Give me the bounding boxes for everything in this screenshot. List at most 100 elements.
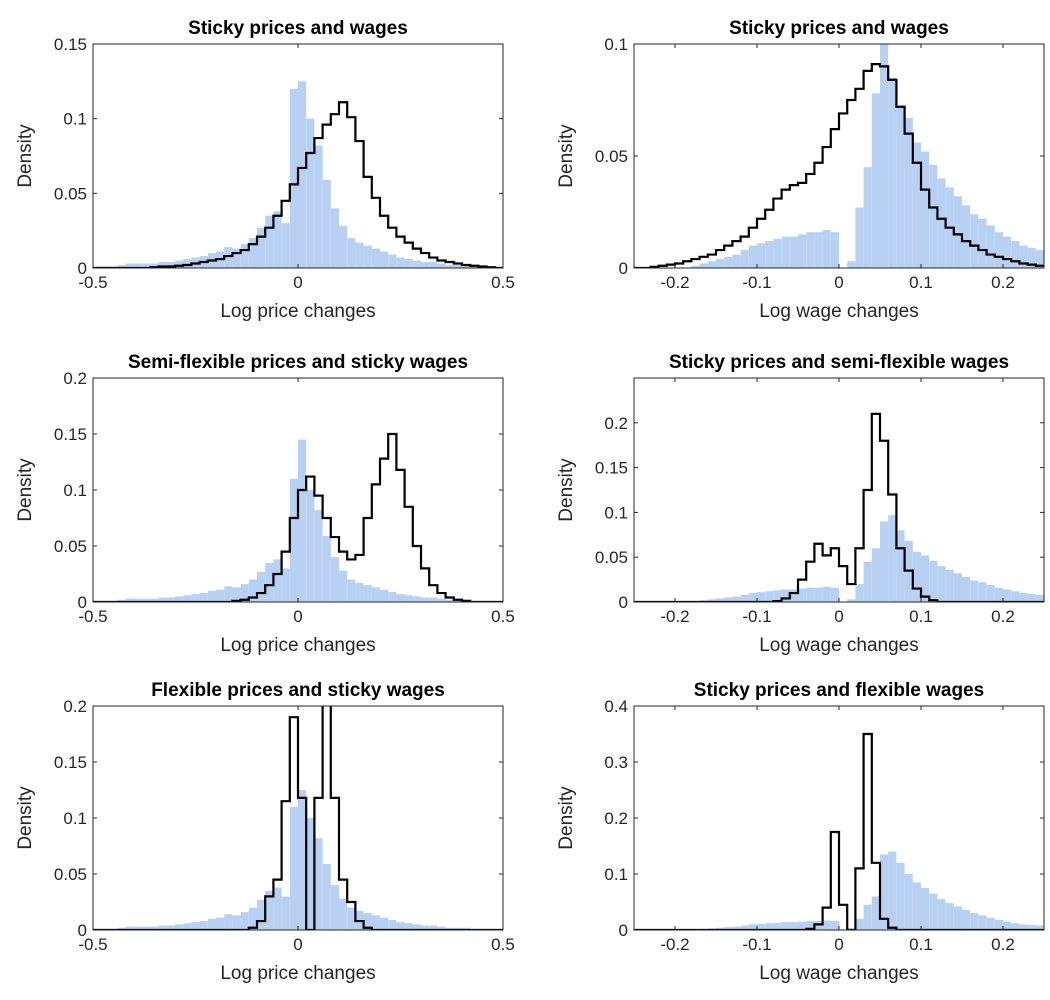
- histogram-bar: [855, 207, 864, 268]
- histogram-bar: [453, 927, 462, 930]
- y-tick-label: 0: [78, 921, 87, 940]
- histogram-bar: [888, 77, 897, 268]
- histogram-bar: [1027, 593, 1036, 602]
- histogram-bar: [265, 215, 274, 268]
- histogram-bar: [421, 597, 430, 602]
- histogram-bar: [970, 580, 979, 602]
- histogram-bar: [281, 896, 290, 930]
- histogram-bar: [724, 256, 733, 268]
- histogram-bar: [240, 244, 249, 268]
- histogram-bar: [462, 927, 471, 930]
- histogram-bar: [183, 259, 192, 268]
- y-tick-label: 0.2: [63, 697, 87, 716]
- histogram-bar: [339, 570, 348, 602]
- histogram-bar: [822, 586, 831, 602]
- histogram-bar: [1027, 924, 1036, 930]
- histogram-bar: [707, 599, 716, 602]
- histogram-bar: [970, 214, 979, 268]
- histogram-bar: [830, 232, 839, 268]
- histogram-bar: [429, 262, 438, 268]
- histogram-bar: [363, 245, 372, 268]
- histogram-bar: [470, 266, 479, 268]
- histogram-bar: [339, 898, 348, 930]
- y-tick-label: 0.2: [604, 809, 628, 828]
- x-tick-label: 0.2: [991, 273, 1015, 292]
- histogram-bar: [207, 918, 216, 930]
- chart-title: Semi-flexible prices and sticky wages: [128, 352, 468, 373]
- histogram-bar: [970, 913, 979, 930]
- histogram-bar: [412, 260, 421, 268]
- histogram-bar: [798, 921, 807, 930]
- axes-box: [633, 377, 1045, 603]
- histogram-bar: [962, 909, 971, 930]
- y-tick-label: 0.15: [54, 753, 87, 772]
- chart-panel-2: -0.2 -0.1 0 0.1 0.2 0 0.05 0.1 Sticky prices and…: [556, 18, 1045, 322]
- x-tick-label: -0.5: [78, 273, 107, 292]
- histogram-bar: [330, 885, 339, 930]
- y-tick-label: 0.1: [63, 481, 87, 500]
- histogram-bar: [445, 599, 454, 602]
- x-tick-label: -0.1: [742, 935, 771, 954]
- histogram-bar: [699, 263, 708, 268]
- histogram-bar: [125, 926, 134, 930]
- histogram-bar: [789, 922, 798, 930]
- histogram-bar: [863, 561, 872, 602]
- histogram-bar: [1003, 921, 1012, 930]
- histogram-bar: [421, 262, 430, 268]
- histogram-bar: [175, 924, 184, 930]
- histogram-bar: [257, 899, 266, 930]
- histogram-bar: [806, 587, 815, 602]
- histogram-bar: [404, 595, 413, 602]
- y-tick-label: 0.05: [54, 537, 87, 556]
- chart-panel-4: -0.2 -0.1 0 0.1 0.2 0 0.05 0.1 0.15 0.2 Sticky pri…: [556, 352, 1045, 656]
- histogram-bar: [134, 926, 143, 930]
- histogram-bar: [175, 596, 184, 602]
- y-tick-label: 0: [78, 593, 87, 612]
- histogram-bar: [347, 907, 356, 930]
- plot-area: [634, 732, 1044, 930]
- plot-area: [93, 432, 503, 602]
- histogram-bar: [248, 238, 257, 268]
- histogram-bar: [896, 106, 905, 268]
- histogram-bar: [339, 226, 348, 268]
- histogram-bar: [380, 251, 389, 268]
- histogram-bar: [871, 896, 880, 930]
- histogram-bar: [224, 586, 233, 602]
- density-line: [634, 732, 1044, 930]
- y-tick-label: 0.15: [54, 35, 87, 54]
- histogram-bar: [929, 893, 938, 930]
- histogram-bar: [757, 592, 766, 602]
- histogram-bar: [896, 862, 905, 930]
- histogram-bar: [1011, 923, 1020, 930]
- histogram-bar: [117, 927, 126, 930]
- histogram-bar: [191, 922, 200, 930]
- histogram-bar: [388, 919, 397, 930]
- histogram-bar: [1003, 236, 1012, 268]
- y-tick-label: 0: [619, 259, 628, 278]
- histogram-bar: [789, 589, 798, 602]
- chart-panel-6: -0.2 -0.1 0 0.1 0.2 0 0.1 0.2 0.3 0.4 Sticky price…: [556, 680, 1045, 984]
- histogram-bar: [781, 922, 790, 930]
- histogram-bar: [707, 261, 716, 268]
- histogram-bar: [912, 142, 921, 268]
- histogram-bar: [986, 917, 995, 930]
- y-tick-label: 0.1: [604, 35, 628, 54]
- y-tick-label: 0: [619, 921, 628, 940]
- histogram-bar: [921, 151, 930, 268]
- histogram-bar: [732, 926, 741, 930]
- histogram-bar: [216, 917, 225, 930]
- histogram-bar: [396, 922, 405, 930]
- histogram-bar: [806, 232, 815, 268]
- histogram-bar: [298, 439, 307, 602]
- x-axis-label: Log price changes: [220, 963, 375, 984]
- histogram-bar: [355, 582, 364, 602]
- x-axis-label: Log wage changes: [759, 635, 919, 656]
- histogram-bar: [330, 557, 339, 602]
- histogram-bar: [363, 913, 372, 930]
- histogram-bar: [757, 923, 766, 930]
- histogram-bar: [830, 587, 839, 602]
- histogram-bar: [388, 254, 397, 268]
- histogram-bar: [306, 818, 315, 930]
- histogram-bar: [117, 599, 126, 602]
- histogram-bar: [412, 924, 421, 930]
